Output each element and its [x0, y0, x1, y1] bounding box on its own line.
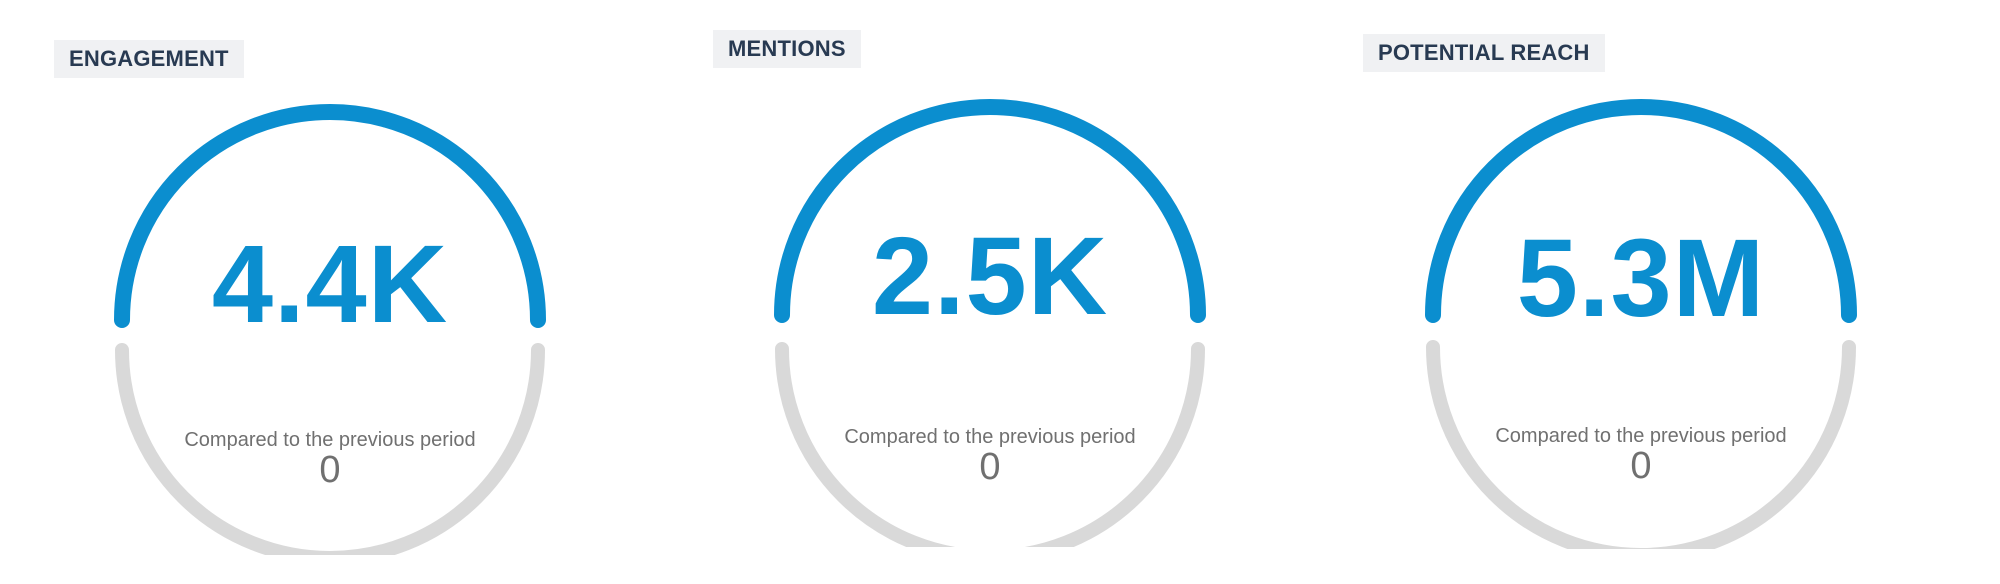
compare-label: Compared to the previous period: [184, 429, 476, 451]
metric-gauge: 4.4K Compared to the previous period 0: [100, 95, 560, 555]
metric-card-mentions: MENTIONS 2.5K Compared to the previous p…: [660, 0, 1260, 584]
gauge-track-arc: [775, 342, 1205, 547]
compare-value: 0: [1630, 445, 1652, 487]
gauge-track-arc: [115, 343, 545, 555]
metric-title: MENTIONS: [713, 30, 861, 68]
compare-label: Compared to the previous period: [1495, 425, 1787, 447]
gauge-value-arc: [114, 104, 546, 328]
metric-value: 5.3M: [1516, 217, 1766, 340]
compare-label: Compared to the previous period: [844, 426, 1136, 448]
gauge-value-arc: [774, 99, 1206, 323]
gauge-track-arc: [1426, 340, 1856, 549]
compare-value: 0: [979, 446, 1001, 488]
metric-gauge: 5.3M Compared to the previous period 0: [1411, 89, 1871, 549]
metric-card-engagement: ENGAGEMENT 4.4K Compared to the previous…: [0, 0, 600, 584]
metric-value: 2.5K: [871, 215, 1109, 338]
metric-card-potential-reach: POTENTIAL REACH 5.3M Compared to the pre…: [1310, 0, 1910, 584]
gauge-value-arc: [1425, 99, 1857, 323]
metric-title: POTENTIAL REACH: [1363, 34, 1605, 72]
metric-title: ENGAGEMENT: [54, 40, 244, 78]
metric-gauge: 2.5K Compared to the previous period 0: [760, 87, 1220, 547]
metric-value: 4.4K: [211, 223, 449, 346]
compare-value: 0: [319, 449, 341, 491]
